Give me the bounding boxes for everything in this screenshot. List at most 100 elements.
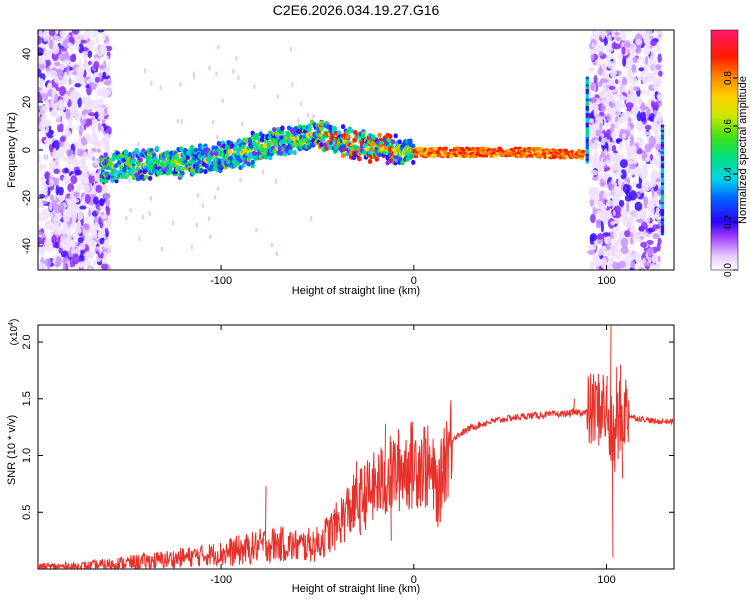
heatmap-cell (397, 139, 402, 145)
heatmap-cell (660, 138, 665, 142)
heatmap-cell (275, 251, 278, 257)
heatmap-cell (82, 49, 89, 60)
heatmap-cell (100, 166, 106, 172)
heatmap-cell (650, 262, 656, 270)
heatmap-cell (585, 107, 590, 111)
heatmap-cell (646, 107, 650, 118)
heatmap-cell (74, 115, 80, 122)
heatmap-cell (58, 99, 64, 109)
spectrogram-x-tick-label: -100 (210, 275, 232, 287)
heatmap-cell (660, 215, 665, 219)
heatmap-cell (585, 155, 590, 159)
heatmap-cell (38, 55, 46, 65)
heatmap-cell (596, 210, 603, 215)
heatmap-cell (62, 175, 71, 185)
heatmap-cell (660, 155, 665, 159)
heatmap-cell (629, 232, 634, 239)
heatmap-cell (99, 177, 104, 183)
heatmap-cell (632, 250, 639, 260)
heatmap-cell (91, 99, 99, 105)
heatmap-cell (655, 30, 663, 36)
heatmap-cell (235, 151, 241, 157)
heatmap-cell (660, 143, 665, 147)
heatmap-cell (660, 210, 665, 214)
heatmap-cell (160, 246, 164, 252)
heatmap-cell (48, 30, 56, 37)
heatmap-cell (620, 103, 627, 108)
heatmap-cell (635, 38, 642, 46)
heatmap-cell (615, 93, 621, 98)
heatmap-cell (297, 117, 300, 123)
heatmap-cell (79, 39, 87, 44)
heatmap-cell (77, 237, 84, 244)
heatmap-cell (94, 172, 99, 182)
heatmap-cell (97, 140, 106, 147)
heatmap-cell (617, 177, 623, 186)
heatmap-cell (660, 191, 665, 195)
heatmap-cell (180, 119, 183, 125)
heatmap-cell (660, 213, 665, 217)
heatmap-cell (606, 252, 612, 257)
heatmap-cell (660, 208, 665, 212)
heatmap-cell (74, 34, 82, 46)
heatmap-cell (579, 157, 585, 161)
heatmap-cell (85, 97, 93, 105)
heatmap-cell (585, 117, 590, 121)
heatmap-cell (66, 149, 74, 156)
heatmap-cell (38, 146, 43, 152)
heatmap-cell (595, 219, 602, 229)
snr-spike (606, 376, 608, 416)
heatmap-cell (645, 55, 649, 66)
heatmap-cell (660, 141, 665, 145)
heatmap-cell (319, 126, 324, 132)
heatmap-cell (611, 163, 618, 172)
heatmap-cell (280, 129, 285, 135)
heatmap-cell (68, 36, 75, 43)
heatmap-cell (592, 175, 599, 181)
heatmap-cell (81, 260, 88, 268)
heatmap-cell (80, 158, 86, 168)
heatmap-cell (94, 221, 99, 231)
heatmap-cell (253, 84, 256, 90)
heatmap-cell (180, 166, 185, 172)
heatmap-cell (657, 237, 662, 246)
heatmap-cell (45, 71, 50, 77)
heatmap-cell (602, 68, 607, 78)
heatmap-cell (367, 159, 373, 165)
heatmap-cell (179, 81, 182, 87)
heatmap-cell (38, 94, 43, 103)
heatmap-cell (143, 68, 147, 74)
heatmap-cell (660, 167, 665, 171)
heatmap-cell (79, 205, 87, 210)
heatmap-cell (51, 87, 56, 98)
heatmap-cell (99, 198, 105, 207)
heatmap-cell (408, 138, 413, 144)
heatmap-cell (332, 126, 338, 132)
heatmap-cell (585, 90, 590, 94)
heatmap-cell (77, 96, 82, 108)
heatmap-cell (660, 126, 665, 130)
heatmap-cell (585, 126, 590, 130)
heatmap-cell (626, 201, 630, 213)
heatmap-cell (54, 256, 62, 267)
heatmap-cell (589, 187, 596, 198)
heatmap-cell (213, 194, 217, 200)
heatmap-cell (650, 206, 655, 215)
heatmap-cell (99, 229, 104, 239)
heatmap-cell (632, 157, 638, 166)
heatmap-cell (45, 124, 50, 134)
heatmap-cell (59, 123, 64, 133)
heatmap-cell (48, 160, 57, 170)
heatmap-cell (660, 182, 665, 186)
heatmap-cell (104, 55, 110, 61)
heatmap-cell (600, 133, 605, 138)
heatmap-cell (634, 201, 643, 212)
heatmap-cell (655, 136, 661, 145)
heatmap-cell (460, 148, 466, 152)
heatmap-cell (660, 218, 665, 222)
heatmap-cell (288, 149, 293, 155)
spectrogram-y-tick-label: -40 (21, 238, 33, 254)
heatmap-cell (246, 161, 251, 167)
heatmap-cell (48, 178, 54, 187)
heatmap-cell (51, 52, 59, 62)
